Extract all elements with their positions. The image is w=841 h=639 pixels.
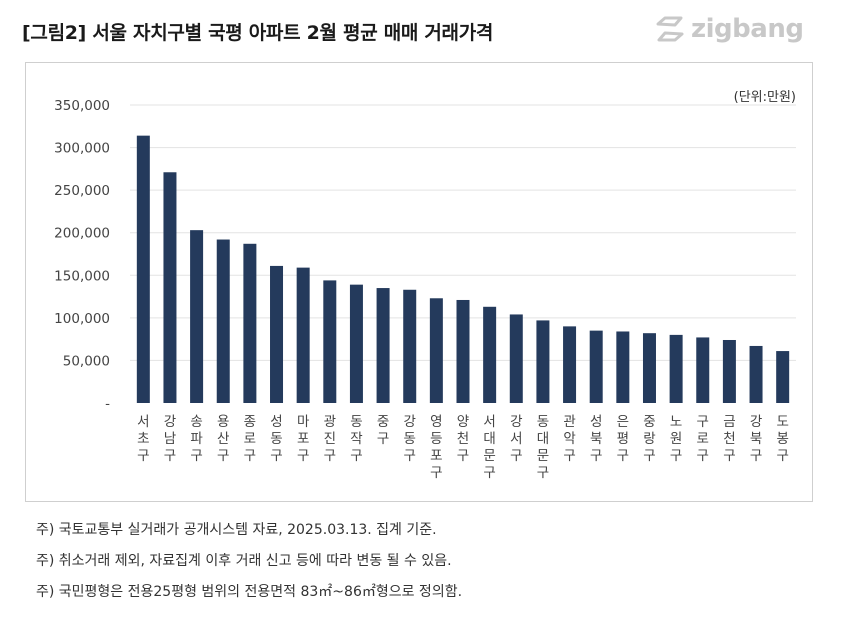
- bar: [136, 135, 150, 403]
- logo-text: zigbang: [691, 14, 804, 44]
- bar: [190, 230, 204, 403]
- bar: [749, 345, 763, 403]
- footnotes: 주) 국토교통부 실거래가 공개시스템 자료, 2025.03.13. 집계 기…: [36, 516, 462, 609]
- bar: [243, 243, 257, 403]
- bar: [403, 289, 417, 403]
- y-tick-label: 100,000: [54, 311, 110, 327]
- bar: [270, 265, 284, 403]
- bar: [722, 339, 736, 403]
- y-tick-label: 150,000: [54, 268, 110, 284]
- zigbang-logo-icon: [656, 16, 684, 42]
- y-tick-label: -: [105, 396, 110, 412]
- bar: [296, 267, 310, 403]
- bar: [696, 337, 710, 403]
- footnote-source: 주) 국토교통부 실거래가 공개시스템 자료, 2025.03.13. 집계 기…: [36, 522, 437, 538]
- bar: [669, 334, 683, 403]
- y-tick-label: 300,000: [54, 141, 110, 157]
- chart-frame: (단위:만원) - 50,000 100,000 150,000 200,000 250,0…: [25, 62, 813, 502]
- bar: [589, 330, 603, 403]
- bar: [456, 299, 470, 403]
- bar: [563, 326, 577, 403]
- bar: [323, 280, 337, 403]
- bar: [776, 351, 790, 403]
- unit-label: (단위:만원): [734, 90, 796, 105]
- bar: [163, 172, 177, 403]
- bar: [536, 320, 550, 403]
- bar-chart: (단위:만원) - 50,000 100,000 150,000 200,000 250,0…: [54, 90, 796, 481]
- y-tick-label: 50,000: [63, 353, 110, 369]
- bar: [216, 239, 230, 403]
- y-tick-label: 250,000: [54, 183, 110, 199]
- bar: [509, 314, 523, 403]
- bar: [616, 331, 630, 403]
- footnote-definition: 주) 국민평형은 전용25평형 범위의 전용면적 83㎡~86㎡형으로 정의함.: [36, 584, 463, 600]
- footnote-exclusion: 주) 취소거래 제외, 자료집계 이후 거래 신고 등에 따라 변동 될 수 있…: [36, 553, 452, 569]
- chart-title: [그림2] 서울 자치구별 국평 아파트 2월 평균 매매 거래가격: [22, 22, 494, 44]
- brand-logo: zigbang: [655, 14, 804, 44]
- bar: [376, 288, 390, 403]
- bar: [642, 333, 656, 403]
- bar: [429, 298, 443, 403]
- bar: [483, 306, 497, 403]
- bar: [349, 284, 363, 403]
- y-tick-label: 200,000: [54, 226, 110, 242]
- y-tick-label: 350,000: [54, 98, 110, 114]
